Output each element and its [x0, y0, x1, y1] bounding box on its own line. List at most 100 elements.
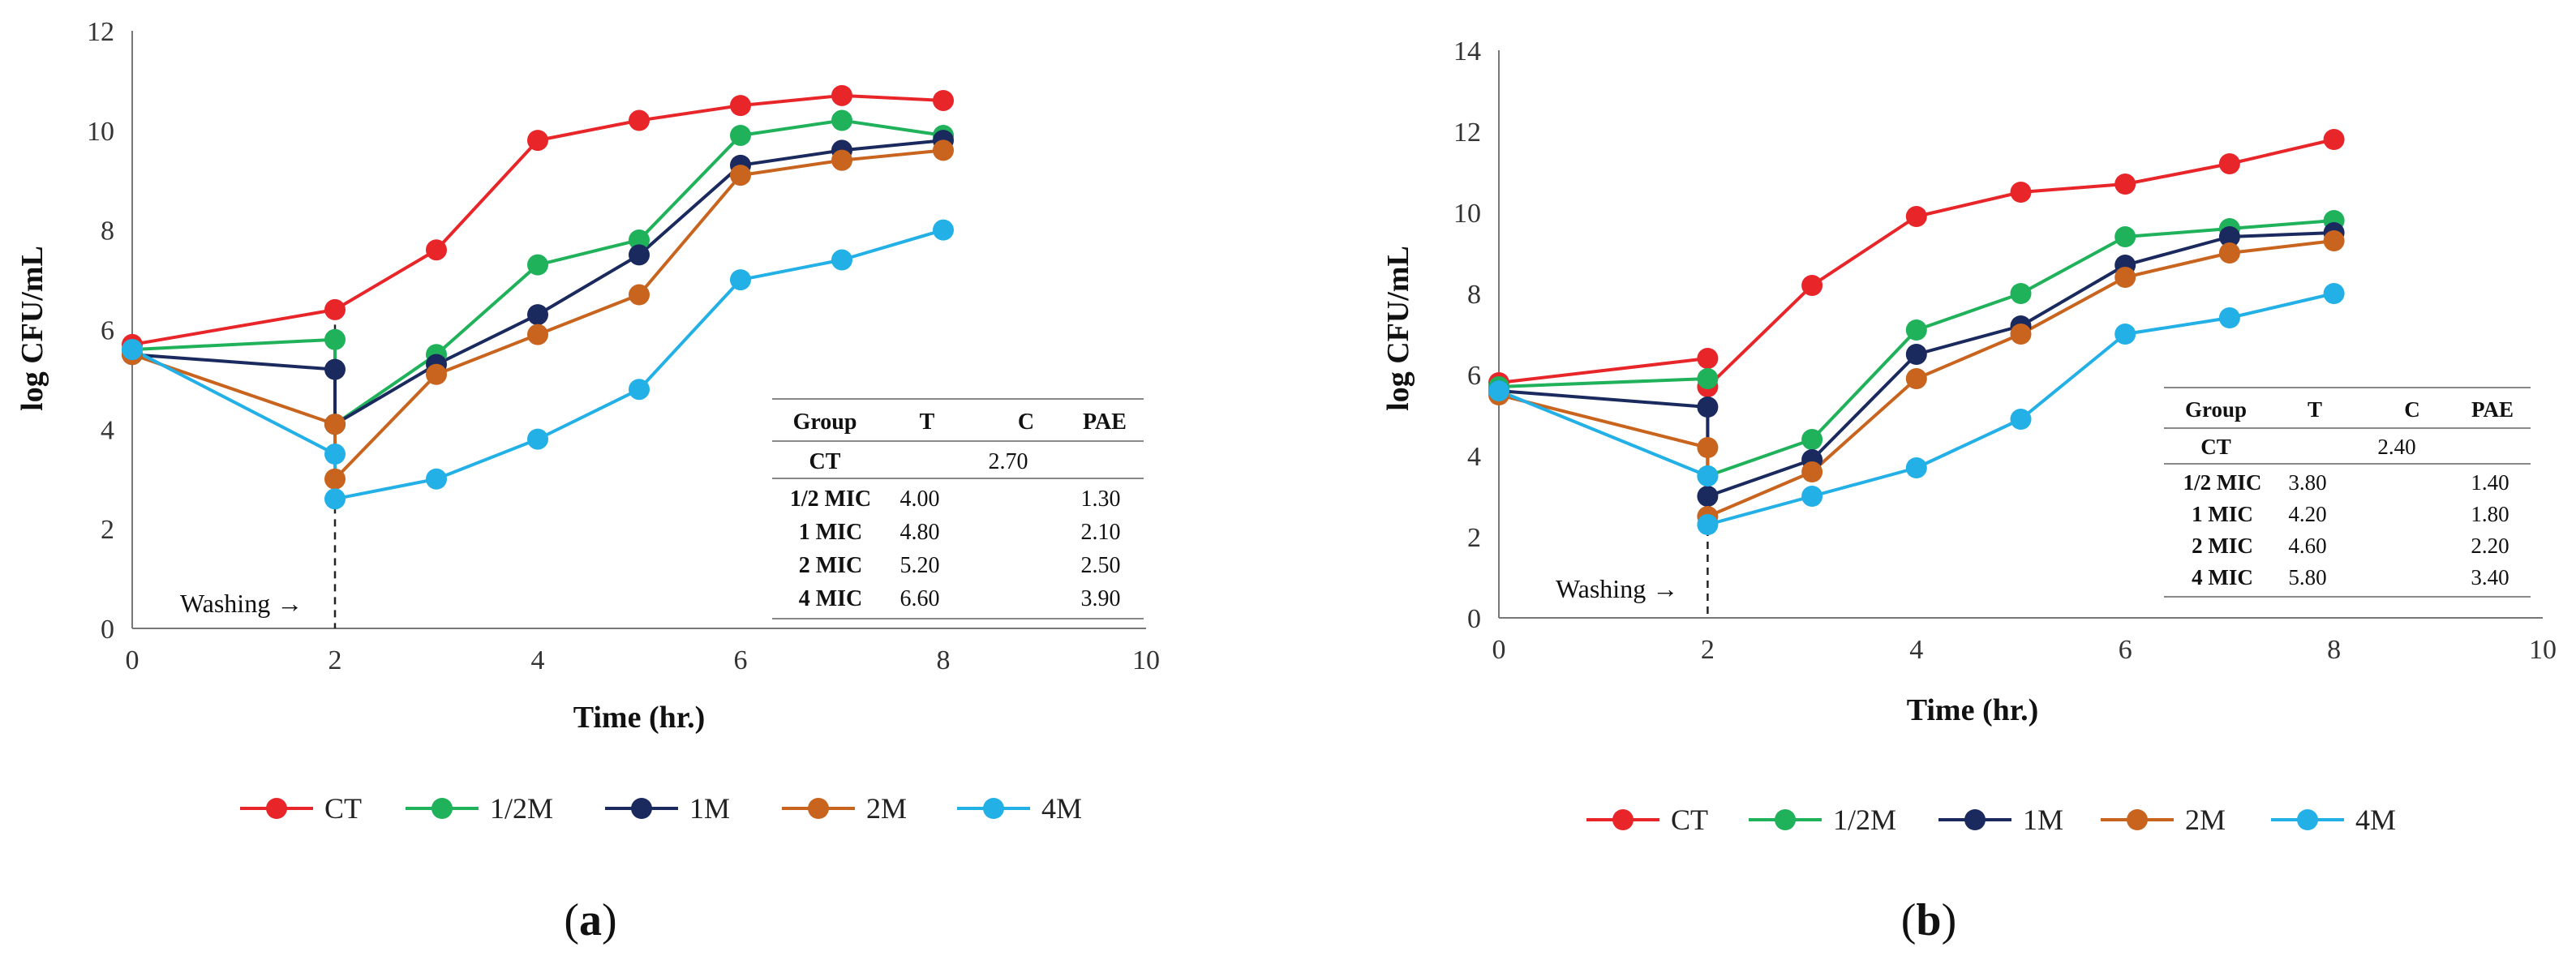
x-tick-label: 0 — [126, 645, 140, 675]
data-point-ct — [1905, 206, 1927, 227]
data-point-ct — [1697, 348, 1719, 369]
data-point-4m — [933, 219, 954, 241]
table-row-t: 4.00 — [900, 486, 940, 512]
legend-item-1m: 1M — [605, 792, 730, 825]
data-point-2m — [1905, 368, 1927, 389]
table-ct-label: CT — [2200, 435, 2231, 459]
data-point-2m — [2114, 267, 2136, 288]
data-point-4m — [2323, 283, 2345, 304]
table-row-label: 1/2 MIC — [790, 486, 871, 512]
data-point-4m — [527, 428, 548, 450]
table-row-pae: 1.30 — [1081, 486, 1121, 512]
table-row-pae: 3.90 — [1081, 586, 1121, 611]
table-row-pae: 1.40 — [2471, 470, 2509, 495]
washing-annotation: Washing → — [1556, 574, 1678, 603]
legend-item-2m: 2M — [782, 792, 907, 825]
y-tick-label: 8 — [1467, 280, 1481, 310]
table-row-t: 4.80 — [900, 520, 940, 545]
legend-label: 1/2M — [490, 792, 553, 825]
table-header-pae: PAE — [2471, 397, 2514, 422]
data-point-1m — [527, 304, 548, 326]
data-point-1m — [1697, 486, 1719, 507]
table-row-label: 1 MIC — [799, 520, 863, 545]
table-ct-c-value: 2.70 — [989, 449, 1028, 474]
y-axis-label: log CFU/mL — [1381, 246, 1415, 411]
data-point-2m — [426, 363, 447, 385]
data-point-ct — [1801, 275, 1823, 296]
legend-label: 1M — [689, 792, 730, 825]
data-point-halfm — [831, 109, 852, 131]
x-tick-label: 8 — [937, 645, 951, 675]
data-point-4m — [831, 249, 852, 271]
legend-item-half-m: 1/2M — [1749, 804, 1896, 836]
y-axis-label: log CFU/mL — [15, 246, 49, 411]
panel-label-b: (b) — [1901, 895, 1956, 945]
data-point-2m — [324, 414, 346, 435]
legend-label: 1M — [2023, 804, 2063, 836]
table-row-t: 3.80 — [2288, 470, 2326, 495]
data-point-halfm — [1905, 319, 1927, 341]
x-tick-label: 10 — [2529, 635, 2557, 665]
data-point-4m — [2114, 324, 2136, 345]
data-point-ct — [2114, 174, 2136, 195]
legend-label: 4M — [1041, 792, 1082, 825]
legend-item-half-m: 1/2M — [406, 792, 553, 825]
legend-label: CT — [324, 792, 362, 825]
data-point-halfm — [2010, 283, 2032, 304]
data-point-4m — [1488, 380, 1509, 401]
pae-table: Group T C PAE CT 2.40 1/2 MIC 3.80 1.40 … — [2164, 387, 2531, 598]
data-point-halfm — [730, 124, 751, 146]
legend-label: 4M — [2355, 804, 2396, 836]
data-point-halfm — [1697, 368, 1719, 389]
table-row-label: 4 MIC — [799, 586, 863, 611]
data-point-2m — [933, 139, 954, 161]
panel-letter: b — [1916, 895, 1941, 945]
data-point-2m — [324, 468, 346, 490]
y-tick-label: 2 — [1467, 523, 1481, 553]
legend-swatch-marker — [2127, 809, 2148, 830]
table-row-label: 2 MIC — [799, 553, 863, 578]
x-tick-label: 2 — [1701, 635, 1715, 665]
legend-item-ct: CT — [1586, 804, 1708, 836]
panel-letter: a — [579, 895, 602, 945]
legend-swatch-marker — [1775, 809, 1796, 830]
washing-annotation: Washing → — [180, 589, 303, 618]
legend-item-1m: 1M — [1938, 804, 2063, 836]
data-point-halfm — [1801, 429, 1823, 450]
pae-table: Group T C PAE CT 2.70 1/2 MIC 4.00 1.30 … — [772, 398, 1144, 619]
data-point-halfm — [2114, 226, 2136, 247]
data-point-4m — [730, 269, 751, 291]
data-point-ct — [324, 298, 346, 320]
x-tick-label: 2 — [328, 645, 342, 675]
legend: CT 1/2M 1M 2M 4M — [1586, 804, 2396, 836]
data-point-1m — [1697, 396, 1719, 418]
data-point-halfm — [629, 229, 650, 251]
legend-swatch-marker — [431, 798, 453, 819]
table-row-pae: 2.10 — [1081, 520, 1121, 545]
table-ct-label: CT — [809, 449, 841, 474]
data-point-2m — [730, 165, 751, 186]
legend-label: CT — [1671, 804, 1708, 836]
data-point-4m — [122, 339, 143, 361]
table-header-c: C — [1018, 409, 1034, 435]
data-point-1m — [324, 358, 346, 380]
data-point-4m — [1697, 514, 1719, 535]
series-line-1m — [131, 139, 944, 426]
y-tick-label: 4 — [101, 415, 114, 445]
legend-item-2m: 2M — [2101, 804, 2226, 836]
data-point-4m — [1905, 457, 1927, 478]
data-point-ct — [2323, 129, 2345, 150]
x-axis-label: Time (hr.) — [1907, 693, 2039, 727]
panel-label-a: (a) — [564, 895, 616, 945]
data-point-ct — [426, 239, 447, 261]
table-header-group: Group — [793, 409, 857, 435]
table-row-t: 4.60 — [2288, 534, 2326, 558]
y-tick-label: 10 — [1453, 199, 1481, 229]
series-line-ct — [131, 93, 944, 346]
x-tick-label: 10 — [1132, 645, 1160, 675]
y-tick-label: 6 — [101, 316, 114, 346]
data-point-ct — [2010, 182, 2032, 203]
table-row-label: 1/2 MIC — [2183, 470, 2262, 495]
table-row-label: 4 MIC — [2192, 565, 2253, 589]
table-row-t: 5.80 — [2288, 565, 2326, 589]
